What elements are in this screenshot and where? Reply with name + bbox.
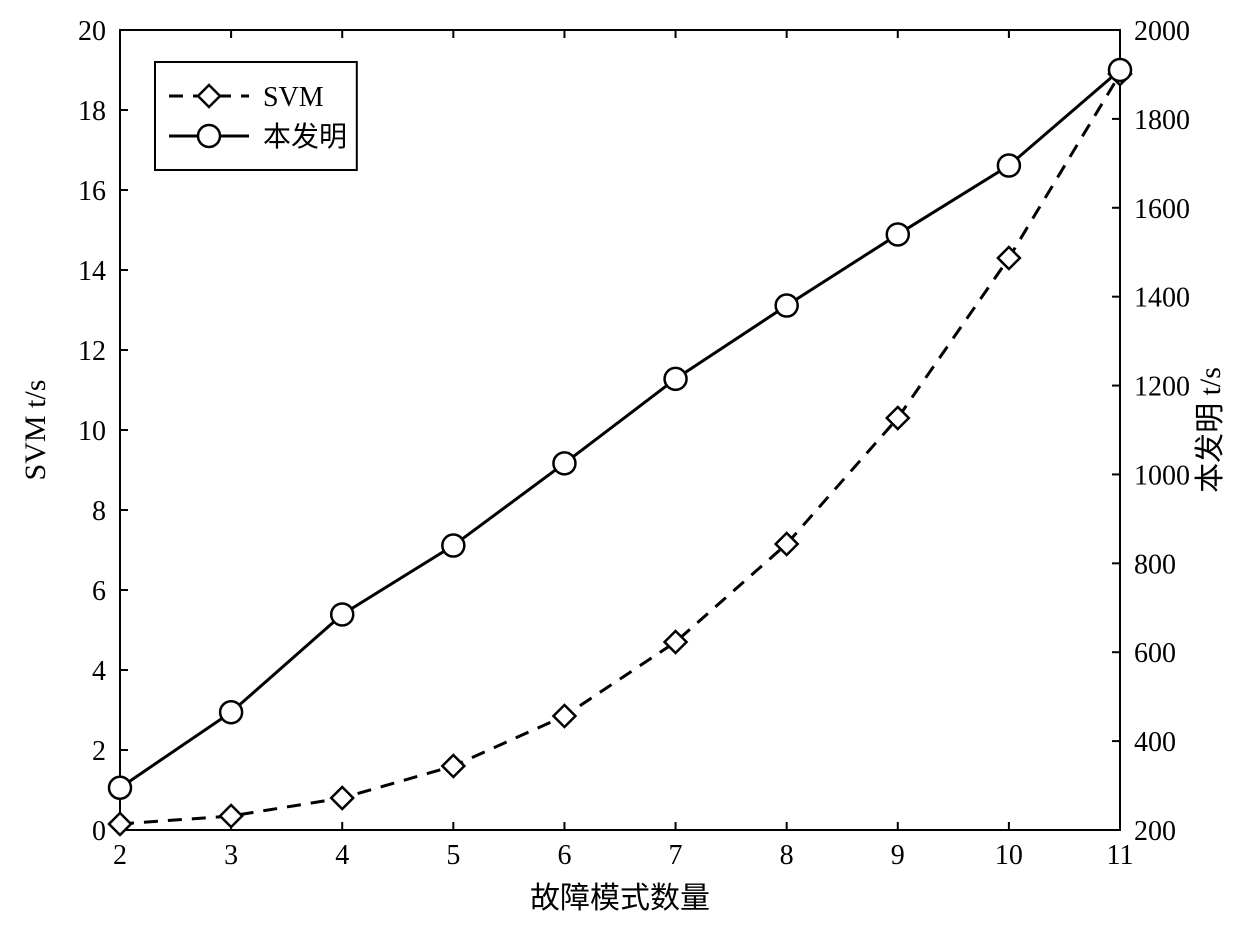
y-left-tick-label: 14: [78, 256, 106, 287]
legend-box: [155, 62, 357, 170]
x-tick-label: 6: [557, 840, 571, 871]
y-right-tick-label: 1600: [1134, 194, 1190, 225]
y-left-tick-label: 10: [78, 416, 106, 447]
y-left-axis-label: SVM t/s: [19, 380, 52, 481]
y-left-tick-label: 6: [92, 576, 106, 607]
y-left-tick-label: 0: [92, 816, 106, 847]
x-tick-label: 5: [446, 840, 460, 871]
y-left-tick-label: 16: [78, 176, 106, 207]
y-right-tick-label: 2000: [1134, 16, 1190, 47]
y-right-tick-label: 1800: [1134, 105, 1190, 136]
y-right-tick-label: 1200: [1134, 372, 1190, 403]
x-tick-label: 2: [113, 840, 127, 871]
y-right-tick-label: 1000: [1134, 460, 1190, 491]
y-right-tick-label: 600: [1134, 638, 1176, 669]
x-tick-label: 9: [891, 840, 905, 871]
x-tick-label: 11: [1107, 840, 1134, 871]
x-tick-label: 3: [224, 840, 238, 871]
y-right-tick-label: 200: [1134, 816, 1176, 847]
y-right-axis-label: 本发明 t/s: [1194, 367, 1227, 493]
y-right-tick-label: 400: [1134, 727, 1176, 758]
legend-label: SVM: [263, 82, 324, 113]
y-left-tick-label: 2: [92, 736, 106, 767]
x-tick-label: 8: [780, 840, 794, 871]
y-left-tick-label: 8: [92, 496, 106, 527]
x-tick-label: 4: [335, 840, 349, 871]
y-left-tick-label: 12: [78, 336, 106, 367]
y-left-tick-label: 20: [78, 16, 106, 47]
y-left-tick-label: 18: [78, 96, 106, 127]
y-left-tick-label: 4: [92, 656, 106, 687]
y-right-tick-label: 1400: [1134, 283, 1190, 314]
x-axis-label: 故障模式数量: [530, 882, 710, 915]
x-tick-label: 7: [669, 840, 683, 871]
chart-container: 2345678910110246810121416182020040060080…: [0, 0, 1240, 930]
dual-axis-line-chart: 2345678910110246810121416182020040060080…: [0, 0, 1240, 930]
y-right-tick-label: 800: [1134, 549, 1176, 580]
x-tick-label: 10: [995, 840, 1023, 871]
legend-label: 本发明: [263, 121, 347, 153]
